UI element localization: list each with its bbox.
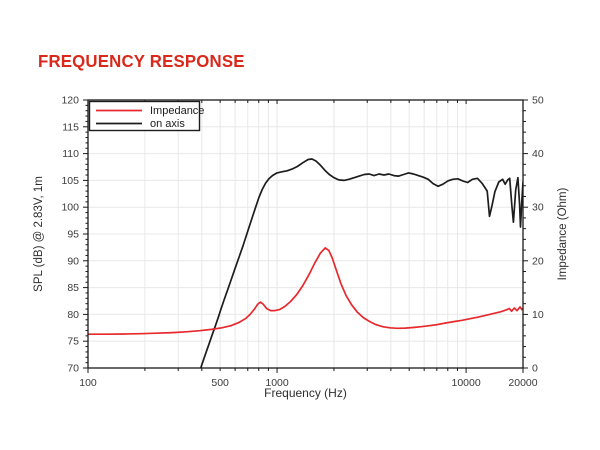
series-on-axis bbox=[199, 158, 523, 368]
y-left-tick-label: 115 bbox=[62, 121, 79, 133]
x-axis-title: Frequency (Hz) bbox=[264, 386, 347, 400]
series-impedance bbox=[88, 247, 523, 336]
y-left-tick-label: 85 bbox=[67, 282, 79, 294]
y-right-tick-label: 30 bbox=[532, 202, 544, 214]
y-right-tick-label: 0 bbox=[532, 363, 538, 375]
x-tick-label: 10000 bbox=[451, 377, 480, 389]
y-right-tick-label: 20 bbox=[532, 255, 544, 267]
y-left-tick-label: 110 bbox=[62, 148, 79, 160]
y-left-tick-label: 75 bbox=[67, 336, 79, 348]
y-left-axis-title: SPL (dB) @ 2.83V, 1m bbox=[33, 176, 45, 292]
legend-box bbox=[88, 100, 201, 132]
y-left-tick-label: 100 bbox=[61, 202, 79, 214]
legend-label-on-axis: on axis bbox=[150, 118, 185, 130]
x-tick-label: 1000 bbox=[265, 377, 289, 389]
axis-ticks bbox=[83, 99, 528, 373]
y-right-tick-label: 50 bbox=[532, 95, 544, 107]
legend-label-impedance: Impedance bbox=[150, 105, 204, 117]
y-left-tick-label: 90 bbox=[67, 255, 79, 267]
gridlines bbox=[88, 100, 523, 368]
y-left-tick-label: 105 bbox=[61, 175, 79, 187]
y-right-tick-label: 40 bbox=[532, 148, 544, 160]
y-left-tick-label: 95 bbox=[67, 229, 79, 241]
y-right-axis-title: Impedance (Ohm) bbox=[557, 187, 569, 280]
page-title: FREQUENCY RESPONSE bbox=[38, 51, 245, 71]
y-left-tick-label: 120 bbox=[61, 95, 79, 107]
y-left-tick-label: 70 bbox=[67, 363, 79, 375]
axis-titles: Frequency (Hz) SPL (dB) @ 2.83V, 1m Impeda… bbox=[33, 176, 569, 400]
x-tick-label: 500 bbox=[211, 377, 229, 389]
x-tick-label: 20000 bbox=[508, 377, 537, 389]
y-right-tick-label: 10 bbox=[532, 309, 544, 321]
tick-labels: 100 500 1000 10000 2000070758085909510010511… bbox=[61, 95, 543, 390]
y-left-tick-label: 80 bbox=[67, 309, 79, 321]
x-tick-label: 100 bbox=[79, 377, 97, 389]
series-curves bbox=[88, 158, 523, 368]
